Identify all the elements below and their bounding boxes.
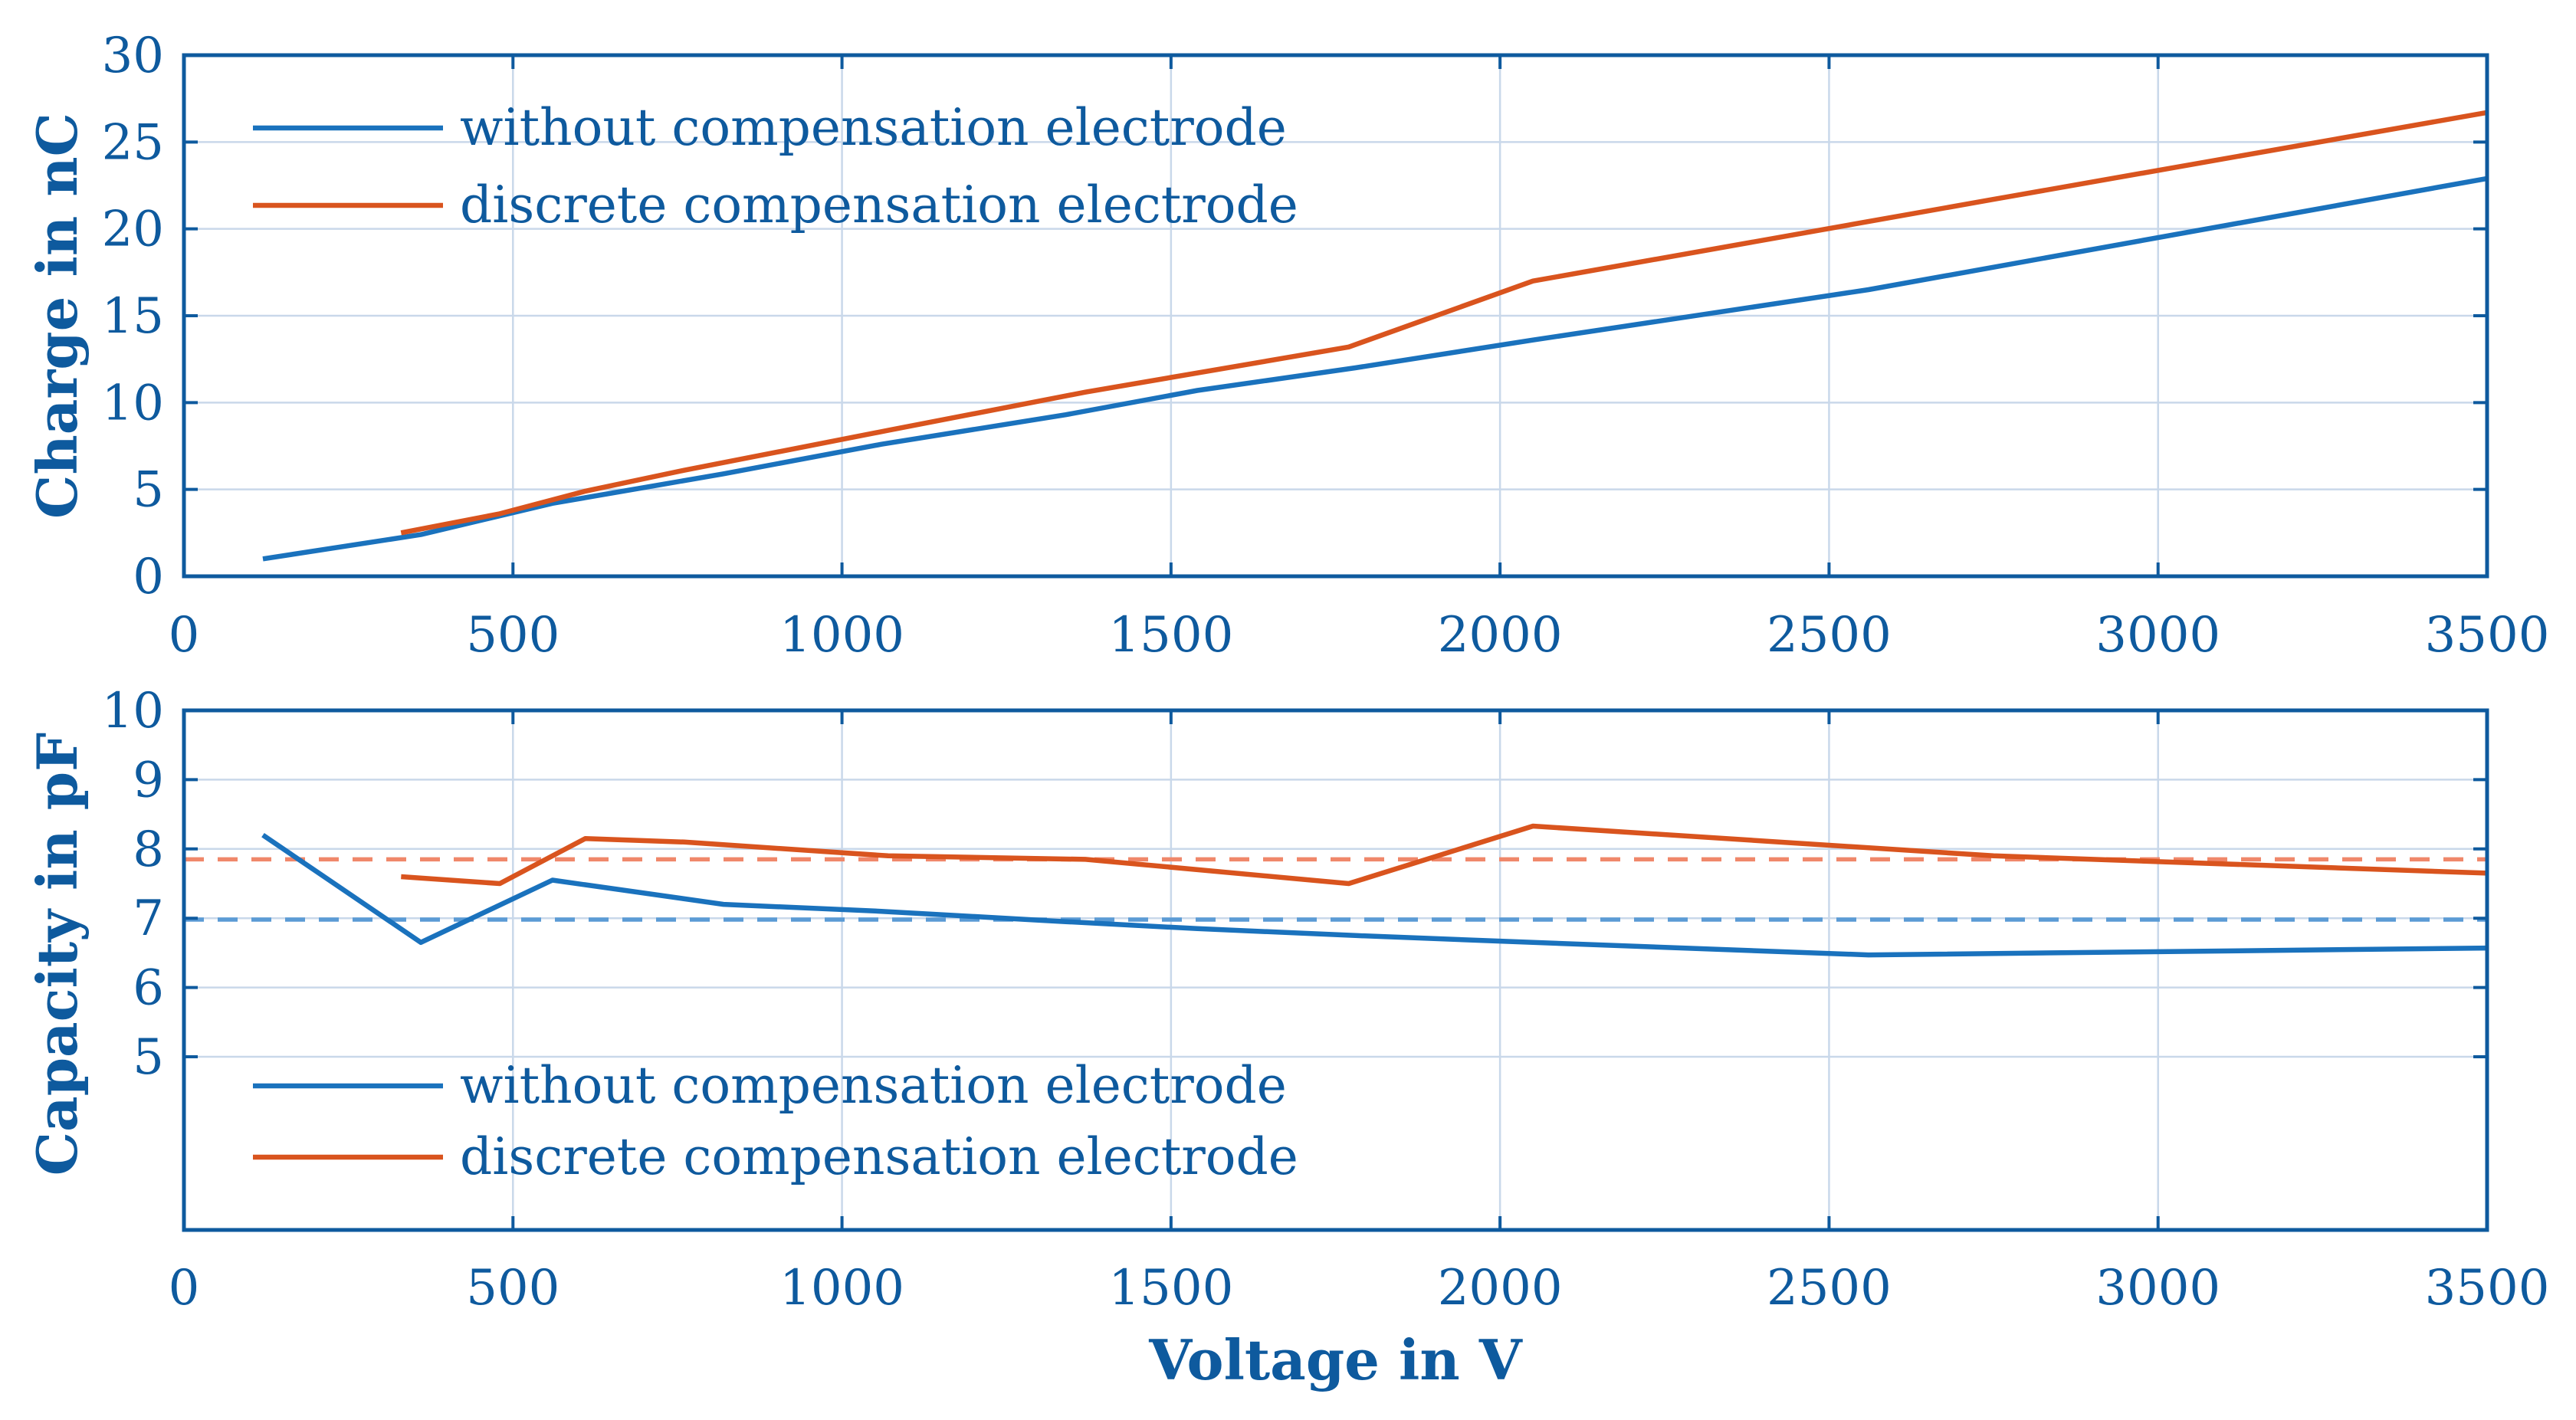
x-tick-label: 3500 — [2425, 1260, 2550, 1317]
x-tick-label: 2500 — [1767, 607, 1892, 664]
y-tick-label: 20 — [102, 202, 164, 258]
y-tick-label: 15 — [102, 288, 164, 345]
y-tick-label: 6 — [133, 960, 164, 1017]
legend-label: discrete compensation electrode — [460, 1127, 1298, 1186]
legend-label: without compensation electrode — [460, 98, 1287, 157]
y-axis-label: Capacity in pF — [25, 733, 90, 1176]
legend-label: discrete compensation electrode — [460, 175, 1298, 234]
series-line-discrete-compensation — [401, 823, 2488, 887]
chart-charge: 0 500 1000 1500 2000 2500 3000 3500 0 5 10 15 20 25 30… — [25, 28, 2549, 664]
x-tick-label: 2000 — [1438, 1260, 1563, 1317]
x-tick-label: 1000 — [779, 607, 904, 664]
x-tick-label: 3500 — [2425, 607, 2550, 664]
x-tick-label: 1500 — [1108, 1260, 1233, 1317]
x-tick-label: 0 — [169, 607, 200, 664]
y-tick-label: 10 — [102, 375, 164, 431]
y-tick-label: 30 — [102, 28, 164, 84]
series-line-without-compensation — [262, 175, 2488, 562]
plot-frame — [182, 708, 2489, 1232]
chart-capacity: 0 500 1000 1500 2000 2500 3000 3500 5 6 7 8 9 10Capac… — [25, 683, 2549, 1392]
y-tick-label: 9 — [133, 752, 164, 808]
x-tick-label: 1000 — [779, 1260, 904, 1317]
y-tick-label: 0 — [133, 549, 164, 605]
x-tick-label: 500 — [466, 1260, 560, 1317]
y-tick-label: 5 — [133, 462, 164, 519]
y-axis-label: Charge in nC — [25, 113, 90, 519]
y-tick-label: 25 — [102, 114, 164, 171]
x-tick-label: 3000 — [2095, 1260, 2220, 1317]
x-tick-label: 3000 — [2095, 607, 2220, 664]
series-line-without-compensation — [261, 833, 2488, 958]
x-tick-label: 500 — [466, 607, 560, 664]
y-tick-label: 8 — [133, 822, 164, 878]
x-tick-label: 2500 — [1767, 1260, 1892, 1317]
x-tick-label: 2000 — [1438, 607, 1563, 664]
y-tick-label: 7 — [133, 890, 164, 947]
y-tick-label: 10 — [102, 683, 164, 740]
series-line-discrete-compensation — [400, 110, 2488, 536]
y-tick-label: 5 — [133, 1029, 164, 1086]
x-tick-label: 0 — [169, 1260, 200, 1317]
legend-label: without compensation electrode — [460, 1056, 1287, 1115]
x-tick-label: 1500 — [1108, 607, 1233, 664]
x-axis-label: Voltage in V — [1148, 1327, 1523, 1392]
